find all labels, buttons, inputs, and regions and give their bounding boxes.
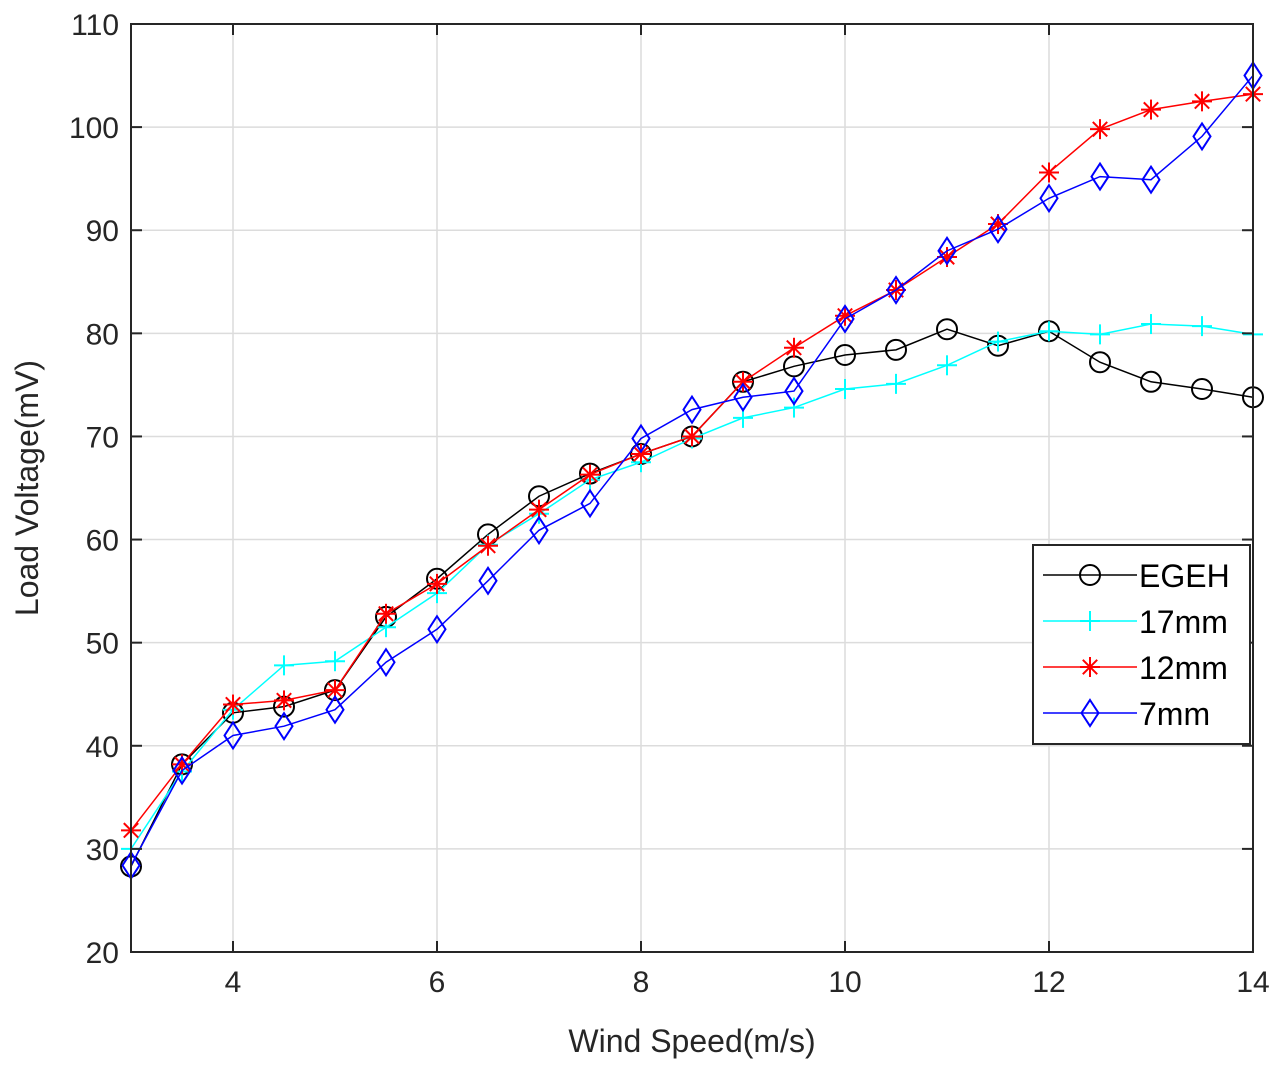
data-point <box>325 651 345 672</box>
data-point <box>682 394 702 425</box>
data-point <box>1141 314 1161 335</box>
data-point <box>682 426 702 447</box>
data-point <box>1090 119 1110 140</box>
legend-entry: 17mm <box>1043 604 1228 640</box>
y-tick-label: 110 <box>71 9 119 42</box>
data-point <box>1080 698 1100 728</box>
data-point <box>1090 161 1110 192</box>
y-tick-label: 90 <box>86 215 119 248</box>
data-point <box>274 690 294 711</box>
legend-entry: 7mm <box>1043 696 1210 732</box>
data-point <box>885 338 907 361</box>
data-point <box>172 755 192 786</box>
legend: EGEH 17mm 12mm 7mm <box>1032 544 1251 745</box>
x-tick-label: 6 <box>429 966 446 999</box>
data-point <box>529 515 549 546</box>
data-point <box>937 236 957 266</box>
y-tick-label: 70 <box>86 421 119 454</box>
y-tick-label: 20 <box>86 937 119 970</box>
data-point <box>631 423 651 454</box>
grid-lines <box>131 24 1254 952</box>
data-point <box>1039 162 1059 183</box>
data-point <box>886 275 906 305</box>
legend-box <box>1032 544 1251 745</box>
data-point <box>835 304 855 334</box>
series-layer <box>120 60 1264 881</box>
y-tick-label: 30 <box>86 834 119 867</box>
data-point <box>427 614 447 645</box>
data-point <box>733 371 753 392</box>
data-point <box>784 376 804 406</box>
data-point <box>274 655 294 676</box>
series-7mm <box>121 60 1263 881</box>
data-point <box>427 573 447 594</box>
y-tick-label: 100 <box>69 112 119 145</box>
x-tick-label: 14 <box>1236 966 1269 999</box>
data-point <box>478 565 498 596</box>
y-tick-label: 50 <box>86 628 119 661</box>
data-point <box>580 488 600 519</box>
y-tick-label: 80 <box>86 318 119 351</box>
data-point <box>733 382 753 413</box>
data-point <box>478 535 498 556</box>
data-point <box>784 337 804 358</box>
data-point <box>1089 351 1111 374</box>
data-point <box>1039 183 1059 214</box>
data-point <box>274 711 294 742</box>
legend-label: 7mm <box>1139 696 1210 732</box>
legend-entry: 12mm <box>1043 650 1228 686</box>
data-point <box>1090 324 1110 345</box>
data-point <box>886 373 906 394</box>
data-point <box>784 397 804 418</box>
legend-label: 12mm <box>1139 650 1228 686</box>
y-axis-label: Load Voltage(mV) <box>9 360 45 616</box>
data-point <box>1039 321 1059 342</box>
x-axis-label: Wind Speed(m/s) <box>568 1023 815 1059</box>
data-point <box>937 355 957 376</box>
data-point <box>631 443 651 464</box>
data-point <box>1192 316 1212 337</box>
data-point <box>834 343 856 366</box>
y-tick-label: 60 <box>86 525 119 558</box>
data-point <box>223 694 243 715</box>
data-point <box>1192 91 1212 112</box>
legend-label: 17mm <box>1139 604 1228 640</box>
data-point <box>376 603 396 624</box>
data-point <box>325 680 345 701</box>
data-point <box>1140 370 1162 393</box>
series-line <box>130 75 1254 866</box>
data-point <box>988 214 1008 245</box>
data-point <box>223 720 243 751</box>
data-point <box>936 318 958 341</box>
series-12mm <box>121 84 1263 841</box>
legend-entry: EGEH <box>1043 558 1230 594</box>
data-point <box>1080 611 1100 631</box>
y-tick-label: 40 <box>86 731 119 764</box>
data-point <box>325 694 345 725</box>
x-tick-label: 12 <box>1032 966 1065 999</box>
x-tick-label: 4 <box>225 966 242 999</box>
data-point <box>1141 164 1161 195</box>
data-point <box>835 379 855 400</box>
data-point <box>376 647 396 678</box>
axis-ticks: 4 6 8 10 12 14 20 30 40 50 60 70 80 90 100 110 <box>69 9 1270 999</box>
data-point <box>988 331 1008 352</box>
data-point <box>1192 121 1212 152</box>
data-point <box>1080 657 1100 677</box>
data-point <box>1079 564 1101 586</box>
x-tick-label: 10 <box>828 966 861 999</box>
data-point <box>1141 99 1161 120</box>
x-tick-label: 8 <box>633 966 650 999</box>
legend-label: EGEH <box>1139 558 1230 594</box>
data-point <box>1191 378 1213 401</box>
data-point <box>580 464 600 485</box>
plot-frame <box>130 23 1254 953</box>
